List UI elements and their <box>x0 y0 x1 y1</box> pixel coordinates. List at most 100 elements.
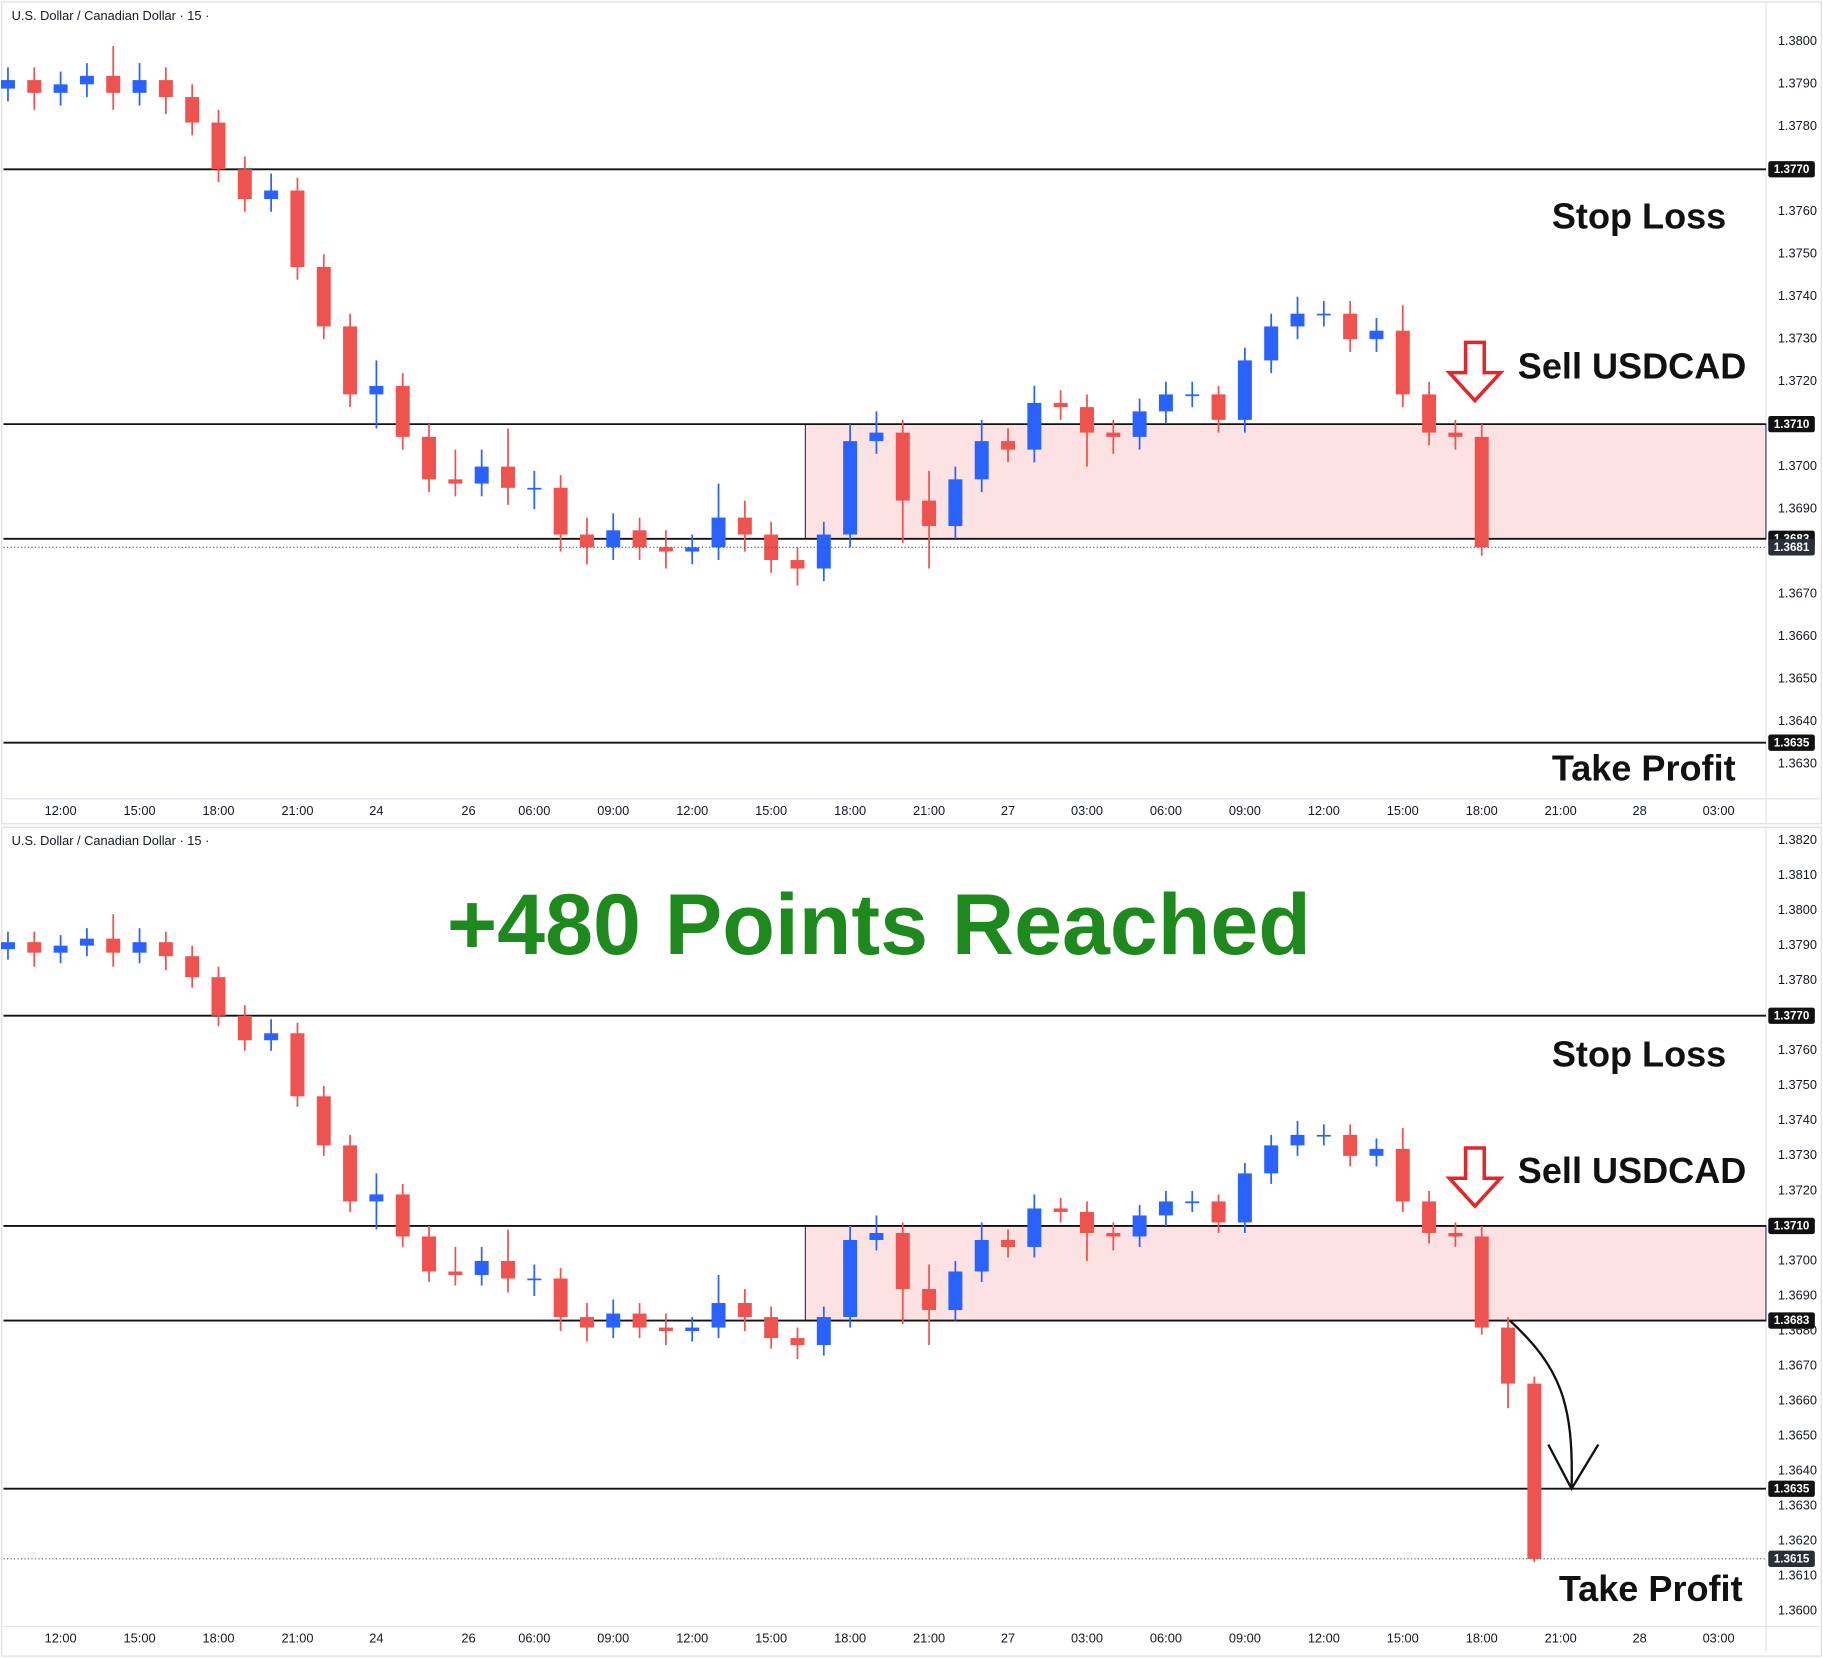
candle-body <box>1369 1148 1384 1156</box>
candle-body <box>237 1015 252 1041</box>
candle-body <box>395 1194 410 1237</box>
candle-body <box>185 956 200 978</box>
y-tick-label: 1.3750 <box>1778 246 1817 261</box>
level-label-box <box>1768 415 1815 433</box>
x-tick-label: 03:00 <box>1703 803 1735 818</box>
candle-body <box>106 938 121 953</box>
candle-body <box>501 466 515 488</box>
current-price-box <box>1768 1550 1815 1567</box>
x-tick-label: 15:00 <box>755 1631 787 1646</box>
candle-body <box>1290 1134 1305 1146</box>
target-arrow-head <box>1547 1443 1600 1492</box>
y-tick-label: 1.3820 <box>1778 832 1817 847</box>
x-tick-label: 03:00 <box>1071 803 1103 818</box>
candle-body <box>343 326 358 395</box>
x-tick-label: 24 <box>369 1631 383 1646</box>
x-tick-label: 09:00 <box>597 1631 629 1646</box>
level-label-box <box>1768 1480 1815 1497</box>
y-tick-label: 1.3610 <box>1778 1568 1817 1583</box>
candle-body <box>1053 402 1068 408</box>
target-arrow <box>1509 1319 1573 1489</box>
level-label-box <box>1768 1312 1815 1329</box>
y-tick-label: 1.3780 <box>1778 972 1817 987</box>
candle-body <box>79 938 94 946</box>
level-label: 1.3683 <box>1774 1314 1810 1327</box>
entry-zone <box>804 423 1767 540</box>
y-tick-label: 1.3700 <box>1778 1252 1817 1267</box>
candle-body <box>53 84 68 93</box>
x-tick-label: 06:00 <box>1150 1631 1182 1646</box>
x-tick-label: 12:00 <box>1308 1631 1340 1646</box>
current-price-label: 1.3615 <box>1774 1552 1810 1565</box>
y-tick-label: 1.3780 <box>1778 118 1817 133</box>
candle-body <box>1343 313 1358 340</box>
candle-body <box>369 385 384 395</box>
candle-body <box>606 1313 621 1328</box>
y-tick-label: 1.3660 <box>1778 1393 1817 1408</box>
candle-body <box>1422 1201 1437 1233</box>
y-tick-label: 1.3630 <box>1778 1498 1817 1513</box>
x-tick-label: 15:00 <box>124 1631 156 1646</box>
candle-body <box>316 266 331 327</box>
current-price-box <box>1768 539 1815 556</box>
candle-body <box>422 436 437 480</box>
candle-body <box>1448 1232 1463 1237</box>
sell-label: Sell USDCAD <box>1518 1150 1747 1191</box>
y-tick-label: 1.3760 <box>1778 203 1817 218</box>
candle-body <box>632 530 647 548</box>
candle-body <box>211 122 226 170</box>
x-tick-label: 18:00 <box>202 1631 234 1646</box>
candle-body <box>1422 394 1437 433</box>
candle-body <box>343 1145 358 1202</box>
candle-body <box>1369 330 1384 340</box>
candle-body <box>1158 394 1173 412</box>
candle-body <box>737 1303 752 1318</box>
candle-body <box>1132 1215 1147 1237</box>
y-tick-label: 1.3800 <box>1778 902 1817 917</box>
candle-body <box>553 487 568 535</box>
x-tick-label: 28 <box>1633 803 1647 818</box>
candle-body <box>79 75 94 85</box>
y-tick-label: 1.3620 <box>1778 1533 1817 1548</box>
x-tick-label: 21:00 <box>281 1631 313 1646</box>
candle-body <box>1027 1208 1042 1247</box>
candle-body <box>395 385 410 437</box>
stop-loss-label: Stop Loss <box>1552 196 1726 237</box>
x-tick-label: 28 <box>1633 1631 1647 1646</box>
y-tick-label: 1.3790 <box>1778 937 1817 952</box>
y-tick-label: 1.3630 <box>1778 755 1817 770</box>
candle-body <box>1027 402 1042 450</box>
candle-body <box>948 479 963 527</box>
candle-body <box>711 517 726 548</box>
candle-body <box>816 1317 831 1346</box>
x-tick-label: 06:00 <box>518 803 550 818</box>
y-tick-label: 1.3730 <box>1778 1147 1817 1162</box>
candle-body <box>527 1278 542 1281</box>
entry-zone <box>804 1225 1767 1322</box>
y-tick-label: 1.3670 <box>1778 1357 1817 1372</box>
candle-body <box>764 1317 779 1339</box>
candle-body <box>685 547 700 552</box>
level-label-box <box>1768 1217 1815 1235</box>
candle-body <box>1001 1239 1016 1247</box>
candle-body <box>685 1327 700 1332</box>
candle-body <box>1343 1134 1358 1156</box>
candle-body <box>1158 1201 1173 1216</box>
candle-body <box>1211 394 1226 420</box>
x-tick-label: 15:00 <box>124 803 156 818</box>
candle-body <box>0 80 15 89</box>
candle-body <box>53 945 68 953</box>
x-tick-label: 21:00 <box>1545 1631 1577 1646</box>
x-tick-label: 06:00 <box>518 1631 550 1646</box>
candle-body <box>264 190 279 200</box>
take-profit-label: Take Profit <box>1552 747 1736 788</box>
x-tick-label: 03:00 <box>1071 1631 1103 1646</box>
current-price-label: 1.3681 <box>1774 541 1810 554</box>
chart-title: U.S. Dollar / Canadian Dollar · 15 · <box>12 833 210 848</box>
candle-body <box>474 1260 489 1276</box>
candle-body <box>553 1278 568 1318</box>
candle-body <box>448 479 463 484</box>
